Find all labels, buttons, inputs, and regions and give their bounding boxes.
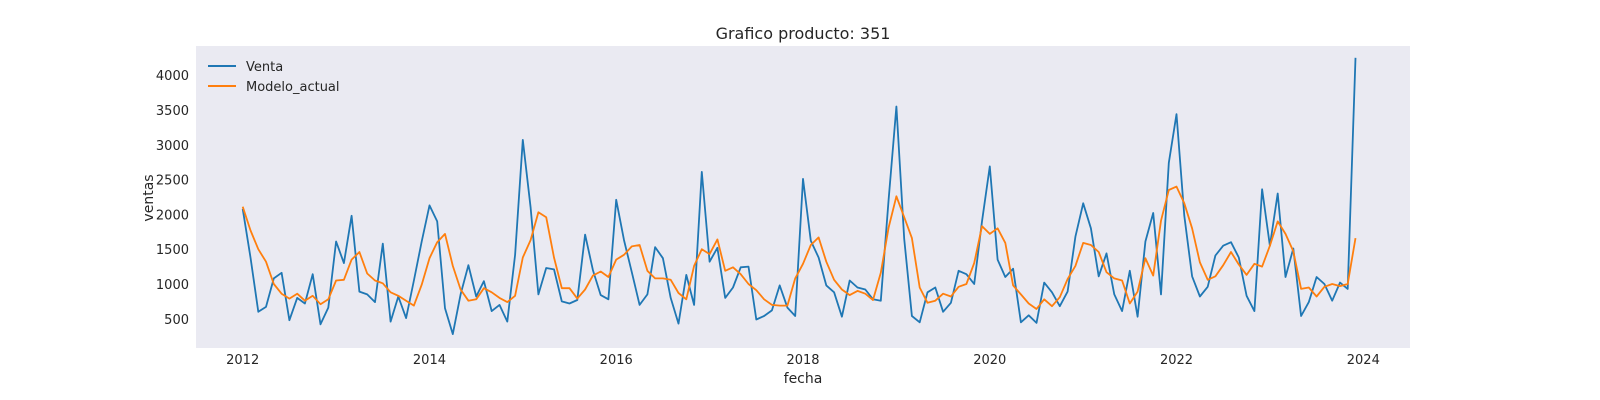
x-tick-label: 2016 bbox=[600, 353, 633, 368]
chart-title: Grafico producto: 351 bbox=[716, 24, 891, 43]
series-lines bbox=[241, 57, 1357, 336]
x-axis-label: fecha bbox=[784, 371, 823, 387]
y-tick-label: 4000 bbox=[156, 69, 189, 84]
y-axis: 500 1000 1500 2000 2500 3000 3500 4000 bbox=[156, 69, 189, 328]
x-tick-label: 2012 bbox=[226, 353, 259, 368]
x-tick-label: 2020 bbox=[973, 353, 1006, 368]
y-tick-label: 2500 bbox=[156, 174, 189, 189]
plot-area bbox=[196, 46, 1410, 348]
x-tick-label: 2014 bbox=[413, 353, 446, 368]
y-tick-label: 1500 bbox=[156, 243, 189, 258]
y-tick-label: 2000 bbox=[156, 208, 189, 223]
y-tick-label: 1000 bbox=[156, 278, 189, 293]
y-tick-label: 3000 bbox=[156, 139, 189, 154]
x-tick-label: 2024 bbox=[1347, 353, 1380, 368]
x-tick-label: 2018 bbox=[786, 353, 819, 368]
legend-label: Modelo_actual bbox=[246, 80, 340, 95]
series-line-modelo-actual bbox=[241, 185, 1357, 310]
legend-label: Venta bbox=[246, 60, 283, 75]
series-line-venta bbox=[241, 57, 1357, 336]
y-tick-label: 3500 bbox=[156, 104, 189, 119]
x-tick-label: 2022 bbox=[1160, 353, 1193, 368]
y-axis-label: ventas bbox=[141, 174, 157, 221]
legend: Venta Modelo_actual bbox=[208, 60, 340, 95]
x-axis: 2012 2014 2016 2018 2020 2022 2024 bbox=[226, 353, 1380, 368]
y-tick-label: 500 bbox=[164, 313, 189, 328]
